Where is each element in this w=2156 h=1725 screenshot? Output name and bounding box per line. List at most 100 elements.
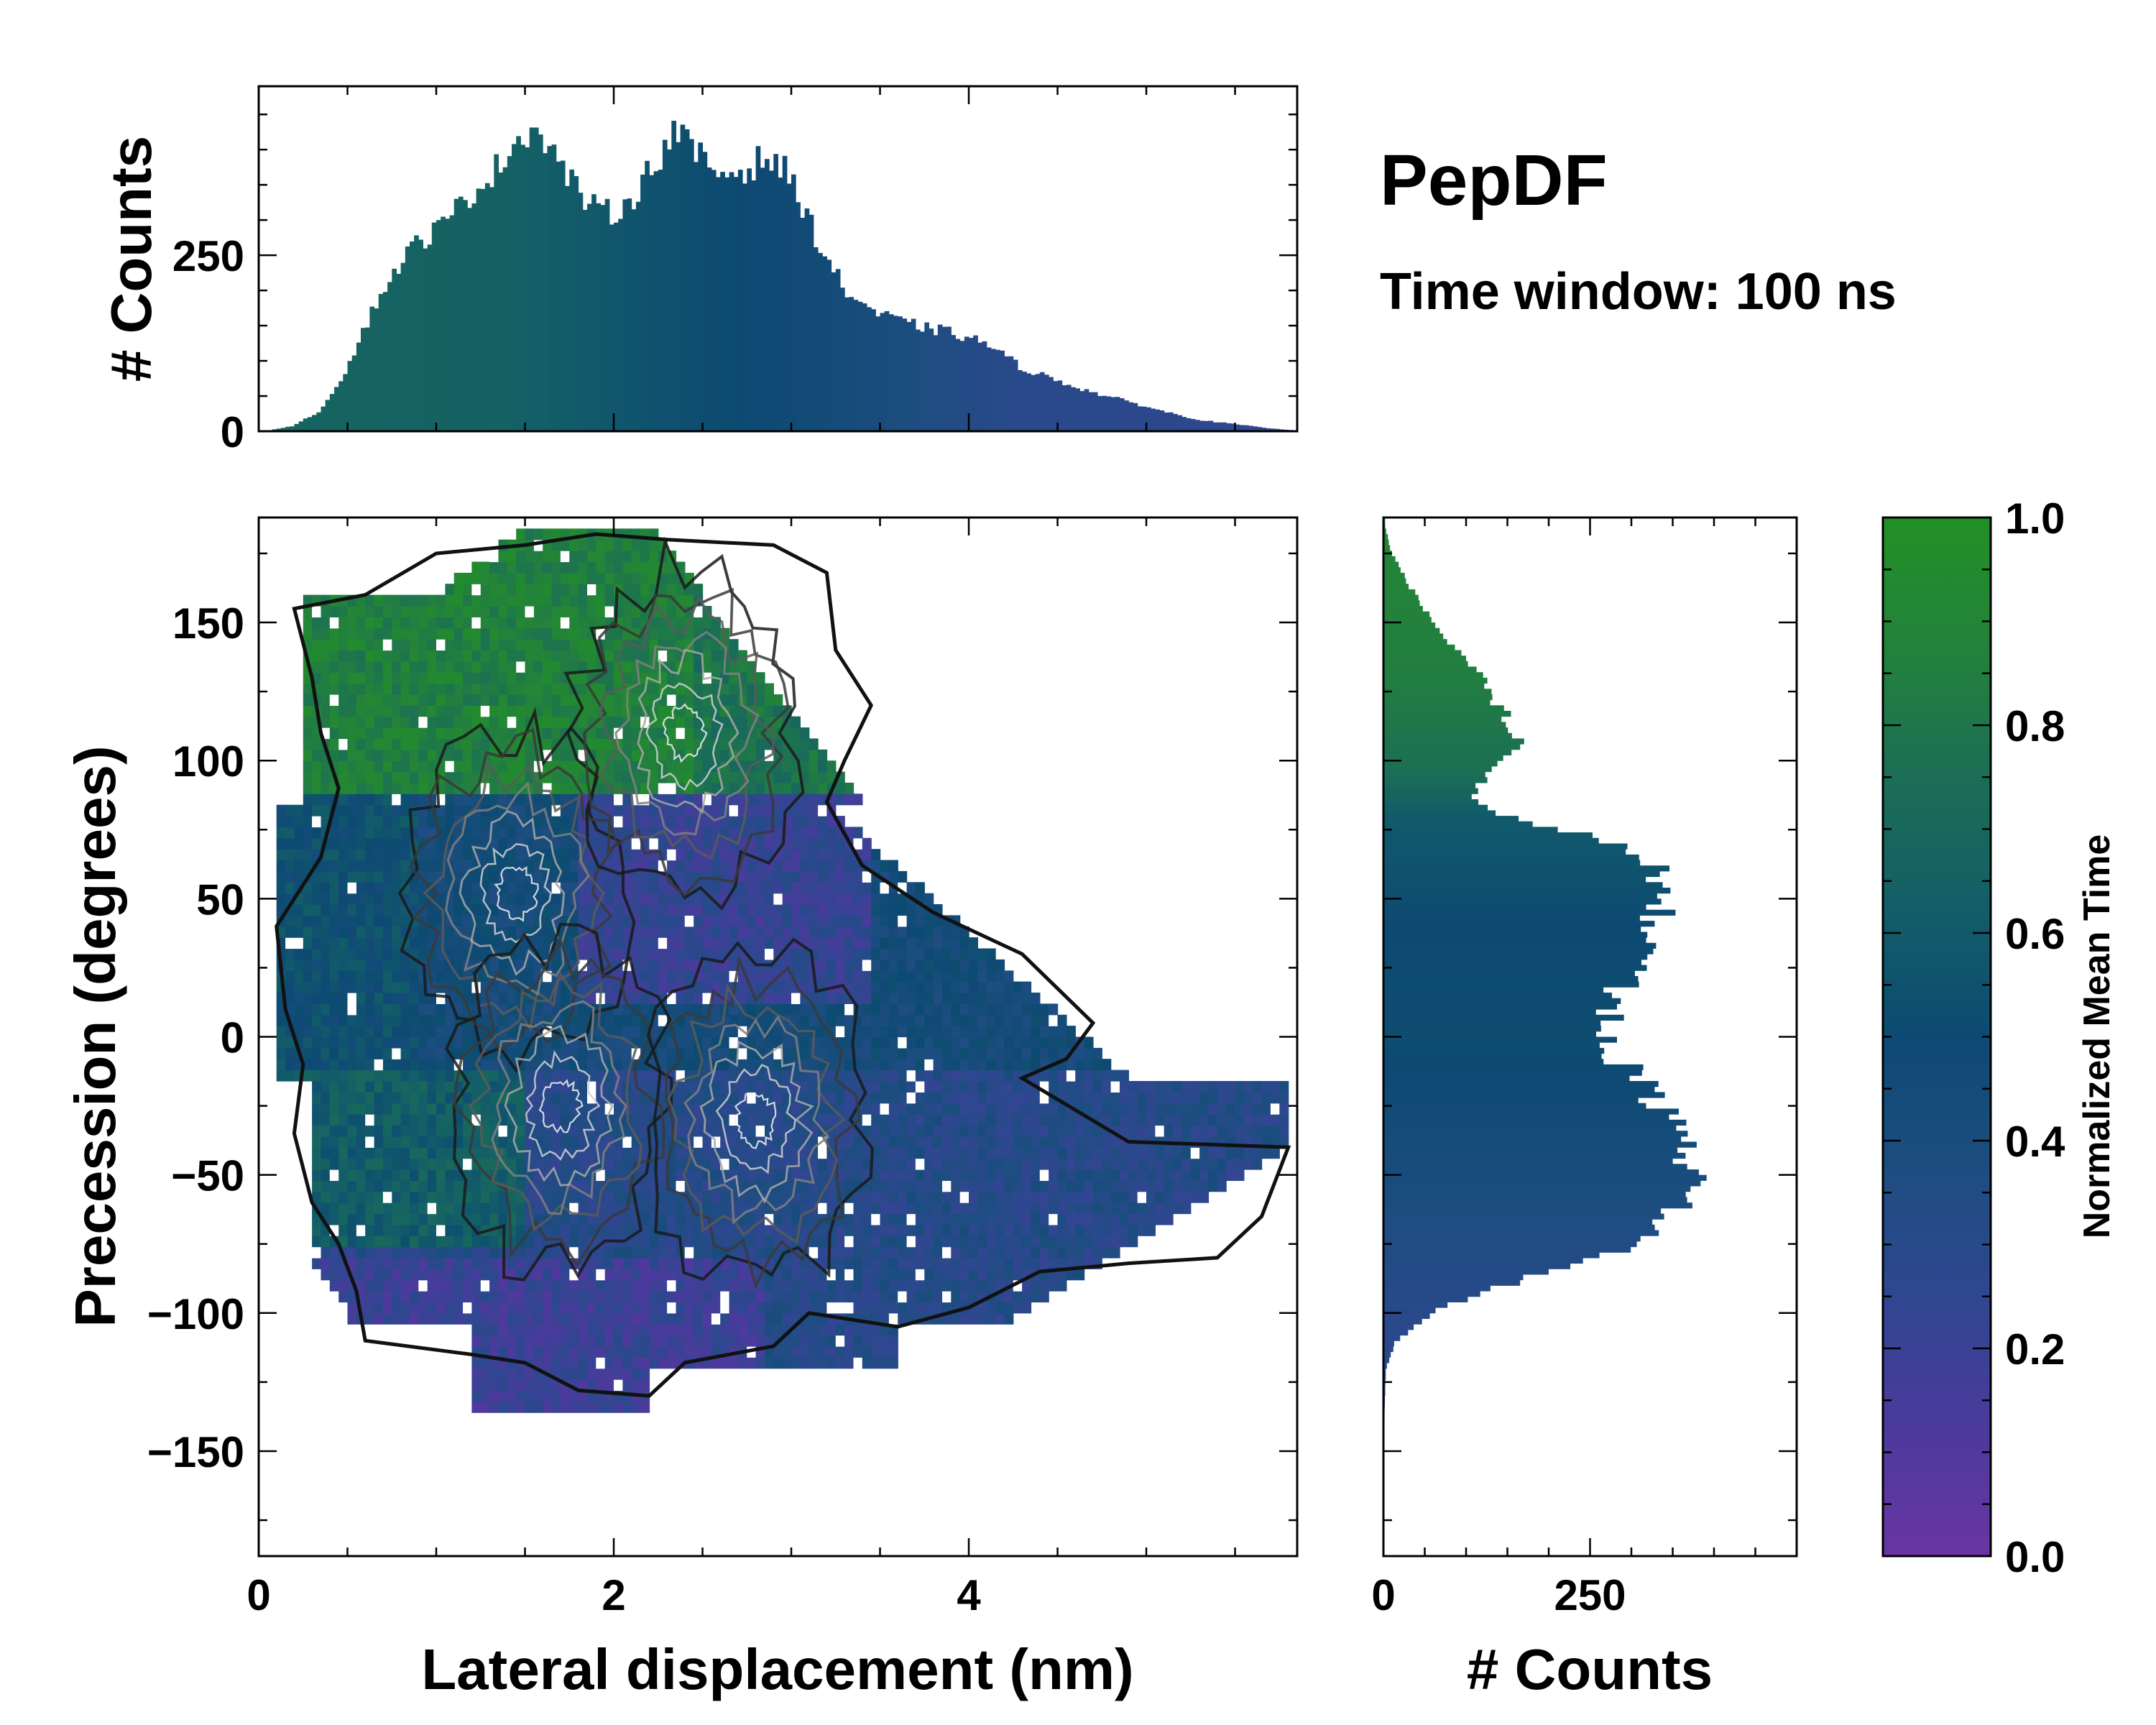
heatmap-cell-381 (347, 1180, 357, 1192)
heatmap-cell-1014 (427, 749, 437, 761)
heatmap-cell-4611 (898, 1191, 908, 1203)
top-hist-bar-214 (1208, 420, 1214, 431)
heatmap-cell-3934 (782, 1136, 792, 1148)
heatmap-cell-193 (321, 1125, 331, 1137)
top-hist-bar-9 (298, 421, 304, 431)
heatmap-cell-4595 (888, 904, 898, 916)
heatmap-cell-4690 (915, 1213, 925, 1225)
heatmap-cell-195 (321, 1103, 331, 1115)
heatmap-cell-1441 (480, 672, 490, 684)
heatmap-cell-1807 (525, 970, 535, 983)
heatmap-cell-458 (356, 1059, 366, 1071)
heatmap-cell-1165 (453, 1279, 464, 1292)
heatmap-cell-376 (347, 1236, 357, 1248)
heatmap-cell-2318 (578, 627, 588, 640)
heatmap-cell-1549 (498, 1191, 508, 1203)
heatmap-cell-1154 (445, 661, 455, 673)
heatmap-cell-4180 (818, 1003, 828, 1016)
heatmap-cell-673 (382, 870, 392, 883)
heatmap-cell-3148 (676, 970, 686, 983)
heatmap-cell-4081 (800, 827, 810, 839)
heatmap-cell-2855 (640, 882, 650, 894)
heatmap-cell-1729 (516, 948, 526, 960)
heatmap-cell-2626 (614, 760, 623, 773)
heatmap-cell-2020 (551, 1269, 561, 1281)
heatmap-cell-650 (382, 1125, 392, 1137)
heatmap-cell-758 (392, 661, 402, 673)
heatmap-cell-3995 (791, 1125, 801, 1137)
heatmap-cell-3396 (702, 617, 712, 629)
heatmap-cell-1030 (436, 1302, 446, 1314)
heatmap-cell-2931 (649, 882, 659, 894)
heatmap-cell-3969 (782, 749, 792, 761)
heatmap-cell-3903 (773, 804, 783, 816)
heatmap-cell-2602 (614, 1026, 623, 1038)
heatmap-cell-2845 (640, 993, 650, 1004)
heatmap-cell-2630 (614, 716, 623, 728)
heatmap-cell-1843 (525, 572, 535, 584)
heatmap-cell-3782 (755, 760, 765, 773)
heatmap-cell-1218 (453, 694, 464, 706)
heatmap-cell-4460 (862, 837, 872, 850)
heatmap-cell-445 (356, 1202, 366, 1215)
heatmap-cell-1872 (533, 1136, 543, 1148)
heatmap-cell-3005 (658, 904, 668, 916)
heatmap-cell-3249 (684, 661, 694, 673)
heatmap-cell-4482 (871, 1125, 881, 1137)
heatmap-cell-2838 (640, 1070, 650, 1082)
heatmap-cell-4052 (800, 1147, 810, 1159)
heatmap-cell-1068 (436, 882, 446, 894)
heatmap-cell-448 (356, 1169, 366, 1181)
heatmap-cell-1247 (463, 1125, 473, 1137)
heatmap-cell-3975 (791, 1346, 801, 1358)
heatmap-cell-2762 (631, 1026, 641, 1038)
heatmap-cell-2256 (578, 1312, 588, 1325)
heatmap-cell-88 (303, 926, 313, 938)
heatmap-cell-4693 (915, 1180, 925, 1192)
heatmap-cell-1528 (489, 561, 499, 574)
heatmap-cell-3144 (676, 1014, 686, 1026)
heatmap-cell-739 (392, 870, 402, 883)
heatmap-cell-4647 (906, 1246, 916, 1259)
heatmap-cell-4080 (800, 837, 810, 850)
heatmap-cell-4253 (826, 816, 837, 828)
heatmap-cell-2885 (640, 551, 650, 563)
heatmap-cell-3768 (755, 915, 765, 927)
heatmap-cell-119 (312, 1257, 322, 1269)
heatmap-cell-1286 (463, 694, 473, 706)
heatmap-cell-4519 (880, 1236, 890, 1248)
top-hist-bar-157 (955, 339, 961, 431)
heatmap-cell-548 (365, 794, 375, 806)
heatmap-cell-894 (410, 617, 419, 629)
heatmap-cell-4102 (808, 1236, 819, 1248)
heatmap-cell-4461 (871, 1357, 881, 1369)
heatmap-cell-270 (329, 970, 339, 983)
heatmap-cell-1369 (471, 617, 482, 629)
top-hist-bar-162 (977, 342, 983, 431)
heatmap-cell-915 (418, 1114, 428, 1126)
heatmap-cell-196 (321, 1092, 331, 1104)
heatmap-cell-452 (356, 1125, 366, 1137)
heatmap-cell-3719 (747, 749, 757, 761)
heatmap-cell-2438 (596, 1070, 606, 1082)
heatmap-cell-3226 (684, 915, 694, 927)
heatmap-cell-3675 (747, 1236, 757, 1248)
top-hist-bar-82 (622, 199, 628, 431)
heatmap-cell-1372 (471, 584, 482, 596)
heatmap-cell-3347 (702, 1158, 712, 1170)
heatmap-cell-754 (392, 705, 402, 717)
heatmap-cell-3146 (676, 993, 686, 1004)
heatmap-cell-4035 (800, 1335, 810, 1347)
top-hist-bar-191 (1106, 396, 1112, 431)
heatmap-cell-3199 (684, 1213, 694, 1225)
heatmap-cell-126 (312, 1180, 322, 1192)
heatmap-cell-4291 (835, 1003, 845, 1016)
heatmap-cell-3522 (720, 738, 730, 750)
heatmap-cell-443 (356, 1224, 366, 1236)
heatmap-cell-2734 (631, 1335, 641, 1347)
heatmap-cell-3781 (755, 771, 765, 783)
heatmap-cell-4155 (818, 1279, 828, 1292)
heatmap-cell-359 (338, 694, 349, 706)
heatmap-cell-983 (427, 1092, 437, 1104)
heatmap-cell-1037 (436, 1224, 446, 1236)
